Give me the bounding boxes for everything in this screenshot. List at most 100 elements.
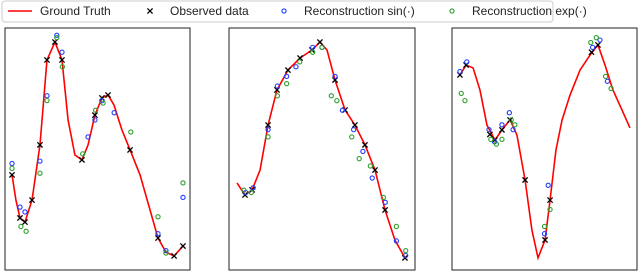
circle-marker <box>85 134 91 140</box>
circle-marker <box>111 110 117 116</box>
cross-marker <box>351 121 358 129</box>
circle-marker <box>360 148 366 155</box>
circle-marker <box>37 170 43 176</box>
circle-marker <box>332 73 338 80</box>
circle-marker <box>180 180 186 186</box>
circle-marker <box>499 122 505 128</box>
circle-marker <box>155 231 161 237</box>
cross-marker <box>179 242 187 250</box>
circle-marker <box>93 107 99 113</box>
circle-marker <box>403 247 409 254</box>
circle-marker <box>310 49 316 55</box>
circle-marker <box>328 93 334 99</box>
circle-marker <box>510 126 516 133</box>
cross-marker <box>78 156 86 163</box>
cross-marker <box>127 146 134 154</box>
cross-marker <box>546 197 554 204</box>
circle-marker <box>488 136 494 142</box>
circle-marker <box>597 37 603 43</box>
circle-marker <box>284 81 290 87</box>
circle-marker <box>393 223 400 230</box>
circle-marker <box>462 97 468 104</box>
circle-marker <box>248 189 254 196</box>
circle-marker <box>457 68 463 75</box>
circle-marker <box>23 228 29 234</box>
circle-marker <box>541 223 548 230</box>
cross-marker <box>361 141 369 148</box>
cross-marker <box>284 67 292 74</box>
circle-marker <box>382 199 388 205</box>
cross-marker <box>522 176 529 184</box>
circle-marker <box>356 156 362 162</box>
cross-marker <box>43 56 51 64</box>
circle-marker <box>250 185 256 191</box>
circle-marker <box>319 44 325 51</box>
circle-marker <box>393 238 400 244</box>
circle-marker <box>265 134 271 140</box>
cross-marker <box>91 112 98 119</box>
circle-marker <box>464 59 470 65</box>
cross-marker <box>28 197 36 204</box>
legend-swatch <box>449 8 455 14</box>
cross-marker <box>594 41 602 48</box>
circle-marker <box>380 194 387 201</box>
circle-marker <box>100 100 106 106</box>
cross-marker <box>265 121 272 129</box>
circle-marker <box>128 129 134 135</box>
plot-frame <box>228 27 416 271</box>
ground-truth-line <box>236 40 406 259</box>
circle-marker <box>588 39 594 46</box>
circle-marker <box>604 78 611 84</box>
circle-marker <box>17 204 23 210</box>
circle-marker <box>297 59 303 65</box>
circle-marker <box>92 117 98 123</box>
circle-marker <box>293 64 299 70</box>
circle-marker <box>37 158 43 164</box>
circle-marker <box>541 231 548 237</box>
cross-marker <box>498 126 506 133</box>
legend-swatch <box>281 8 287 14</box>
cross-marker <box>541 236 549 244</box>
circle-marker <box>369 175 375 181</box>
circle-marker <box>44 97 50 104</box>
circle-marker <box>284 73 290 80</box>
cross-marker <box>371 166 379 174</box>
circle-marker <box>163 247 169 254</box>
circle-marker <box>512 122 518 128</box>
circle-marker <box>499 136 505 142</box>
circle-marker <box>9 160 15 167</box>
cross-marker <box>154 234 162 242</box>
circle-marker <box>608 85 614 92</box>
plot-frame <box>451 27 638 271</box>
circle-marker <box>274 93 281 99</box>
ground-truth-line <box>11 39 184 257</box>
cross-marker <box>16 214 24 222</box>
circle-marker <box>367 163 374 169</box>
circle-marker <box>547 206 553 213</box>
circle-marker <box>493 141 500 147</box>
circle-marker <box>54 32 60 38</box>
cross-marker <box>381 206 389 214</box>
legend-swatch <box>146 7 154 15</box>
cross-marker <box>8 171 16 178</box>
circle-marker <box>274 83 281 89</box>
circle-marker <box>545 182 551 188</box>
circle-marker <box>508 117 514 123</box>
legend-label: Reconstruction exp(·) <box>472 4 587 18</box>
circle-marker <box>506 110 512 116</box>
circle-marker <box>180 194 186 201</box>
circle-marker <box>458 90 464 96</box>
cross-marker <box>36 141 44 148</box>
circle-marker <box>403 252 409 259</box>
cross-marker <box>104 91 112 99</box>
circle-marker <box>349 134 355 140</box>
cross-marker <box>58 56 66 64</box>
plot-frame <box>4 27 191 271</box>
circle-marker <box>589 44 596 51</box>
circle-marker <box>22 209 28 215</box>
circle-marker <box>339 107 346 113</box>
cross-marker <box>316 38 324 46</box>
circle-marker <box>602 73 609 80</box>
legend-label: Ground Truth <box>40 4 111 18</box>
ground-truth-line <box>459 43 631 261</box>
